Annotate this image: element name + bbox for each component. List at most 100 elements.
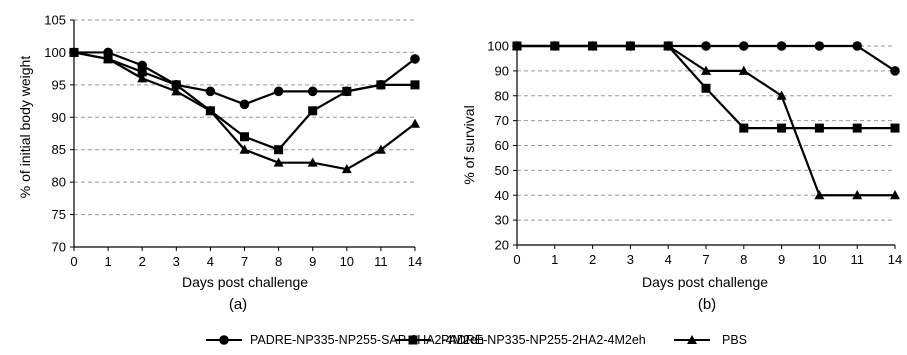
chart-a-xtick-label: 14 [408, 254, 422, 269]
chart-b-xtick-label: 4 [665, 252, 672, 267]
chart-b-point-circle [814, 41, 825, 51]
chart-b-point-circle [890, 66, 900, 76]
chart-b-ytick-label: 90 [495, 63, 509, 78]
legend-label-3: PBS [722, 333, 747, 347]
chart-b-panel-label: (b) [698, 296, 716, 313]
chart-a-point-triangle [239, 144, 250, 154]
chart-a-xtick-label: 3 [173, 254, 180, 269]
chart-a-point-square [274, 145, 284, 155]
legend-item-2: PADRE-NP335-NP255-2HA2-4M2eh [395, 333, 646, 347]
chart-a-xtick-label: 4 [207, 254, 214, 269]
chart-b-point-square [852, 123, 862, 133]
chart-b-point-square [777, 123, 787, 133]
chart-b-point-circle [739, 41, 749, 51]
chart-a-xtick-label: 11 [374, 254, 388, 269]
chart-b-ytick-label: 50 [495, 163, 509, 178]
chart-a-series-triangle [69, 47, 420, 174]
chart-a-ytick-label: 100 [44, 45, 66, 60]
legend-square-marker [408, 335, 418, 345]
chart-a-point-circle [273, 86, 284, 97]
chart-b-ytick-label: 70 [495, 113, 509, 128]
chart-a-point-triangle [69, 47, 79, 57]
chart-b-xtick-label: 11 [850, 252, 864, 267]
chart-a-point-triangle [307, 157, 318, 167]
chart-a-ytick-label: 90 [52, 110, 66, 125]
chart-a-point-circle [239, 99, 250, 110]
chart-a-panel-label: (a) [229, 296, 247, 313]
chart-a-point-triangle [103, 53, 114, 63]
chart-b-ytick-label: 20 [495, 238, 509, 253]
chart-b-xtick-label: 3 [627, 252, 634, 267]
chart-b-xtick-label: 10 [812, 252, 826, 267]
chart-b-point-square [890, 123, 900, 133]
chart-b-point-triangle [776, 90, 787, 100]
chart-a-point-triangle [171, 86, 182, 96]
chart-a-point-triangle [137, 73, 148, 83]
chart-a-ytick-label: 95 [52, 77, 66, 92]
chart-b-point-circle [701, 41, 711, 51]
chart-b-point-square [701, 83, 711, 93]
chart-b-point-triangle [663, 40, 674, 50]
chart-b-point-triangle [587, 40, 598, 50]
chart-b-point-triangle [852, 190, 863, 200]
chart-b-series-square [512, 41, 900, 133]
chart-b-ytick-label: 40 [495, 188, 509, 203]
chart-b-ytick-label: 30 [495, 213, 509, 228]
legend: PADRE-NP335-NP255-SAP-2HA2-4M2eh PADRE-N… [206, 333, 747, 347]
chart-a-xtick-label: 9 [309, 254, 316, 269]
chart-a-point-circle [410, 54, 420, 64]
chart-b-ylabel: % of survival [461, 105, 477, 184]
chart-b-point-triangle [512, 40, 522, 50]
chart-a-point-circle [307, 86, 318, 97]
chart-a-point-square [410, 80, 420, 90]
chart-b-ytick-label: 80 [495, 88, 509, 103]
chart-b-xtick-label: 14 [888, 252, 902, 267]
legend-label-1: PADRE-NP335-NP255-SAP-2HA2-4M2eh [250, 333, 484, 347]
chart-a-xtick-label: 1 [104, 254, 111, 269]
chart-a-point-square [171, 80, 181, 90]
chart-a-xtick-label: 10 [340, 254, 354, 269]
chart-b-xtick-label: 1 [551, 252, 558, 267]
chart-a-point-square [376, 80, 386, 90]
chart-b-xlabel: Days post challenge [642, 274, 768, 290]
chart-b-point-triangle [625, 40, 636, 50]
chart-a-series-circle [69, 47, 420, 110]
chart-b-point-square [814, 123, 824, 133]
chart-b-point-circle [852, 41, 862, 51]
chart-b-point-circle [776, 41, 787, 51]
chart-a-xtick-label: 2 [139, 254, 146, 269]
chart-b-xtick-label: 8 [740, 252, 747, 267]
chart-b-xtick-label: 9 [778, 252, 785, 267]
chart-a-ytick-label: 75 [52, 207, 66, 222]
chart-b-point-square [739, 123, 749, 133]
chart-a-point-circle [205, 86, 216, 97]
chart-a-xtick-label: 7 [241, 254, 248, 269]
chart-a-point-triangle [410, 118, 420, 128]
chart-a-line-circle [74, 51, 416, 106]
chart-a-xlabel: Days post challenge [182, 274, 308, 290]
chart-a-ytick-label: 85 [52, 142, 66, 157]
chart-b-xtick-label: 2 [589, 252, 596, 267]
chart-b-point-triangle [890, 190, 900, 200]
chart-b-point-triangle [814, 190, 825, 200]
chart-a-ytick-label: 80 [52, 175, 66, 190]
chart-a-ylabel: % of initial body weight [17, 56, 33, 199]
legend-item-3: PBS [674, 333, 747, 347]
chart-b-ytick-label: 100 [487, 39, 509, 54]
chart-a-point-square [137, 67, 147, 77]
legend-circle-marker [219, 335, 229, 345]
chart-a-point-square [308, 106, 318, 116]
chart-a-point-triangle [341, 163, 352, 174]
chart-b-xtick-label: 7 [702, 252, 709, 267]
chart-a-ytick-label: 105 [44, 13, 66, 28]
chart-a-point-square [240, 132, 249, 142]
chart-b-point-triangle [549, 40, 560, 50]
chart-b-ytick-label: 60 [495, 138, 509, 153]
chart-b-xtick-label: 0 [513, 252, 520, 267]
legend-item-1: PADRE-NP335-NP255-SAP-2HA2-4M2eh [206, 333, 484, 347]
legend-triangle-marker [687, 335, 697, 344]
chart-b-point-triangle [738, 65, 749, 75]
legend-label-2: PADRE-NP335-NP255-2HA2-4M2eh [441, 333, 646, 347]
chart-b-point-triangle [701, 65, 711, 75]
